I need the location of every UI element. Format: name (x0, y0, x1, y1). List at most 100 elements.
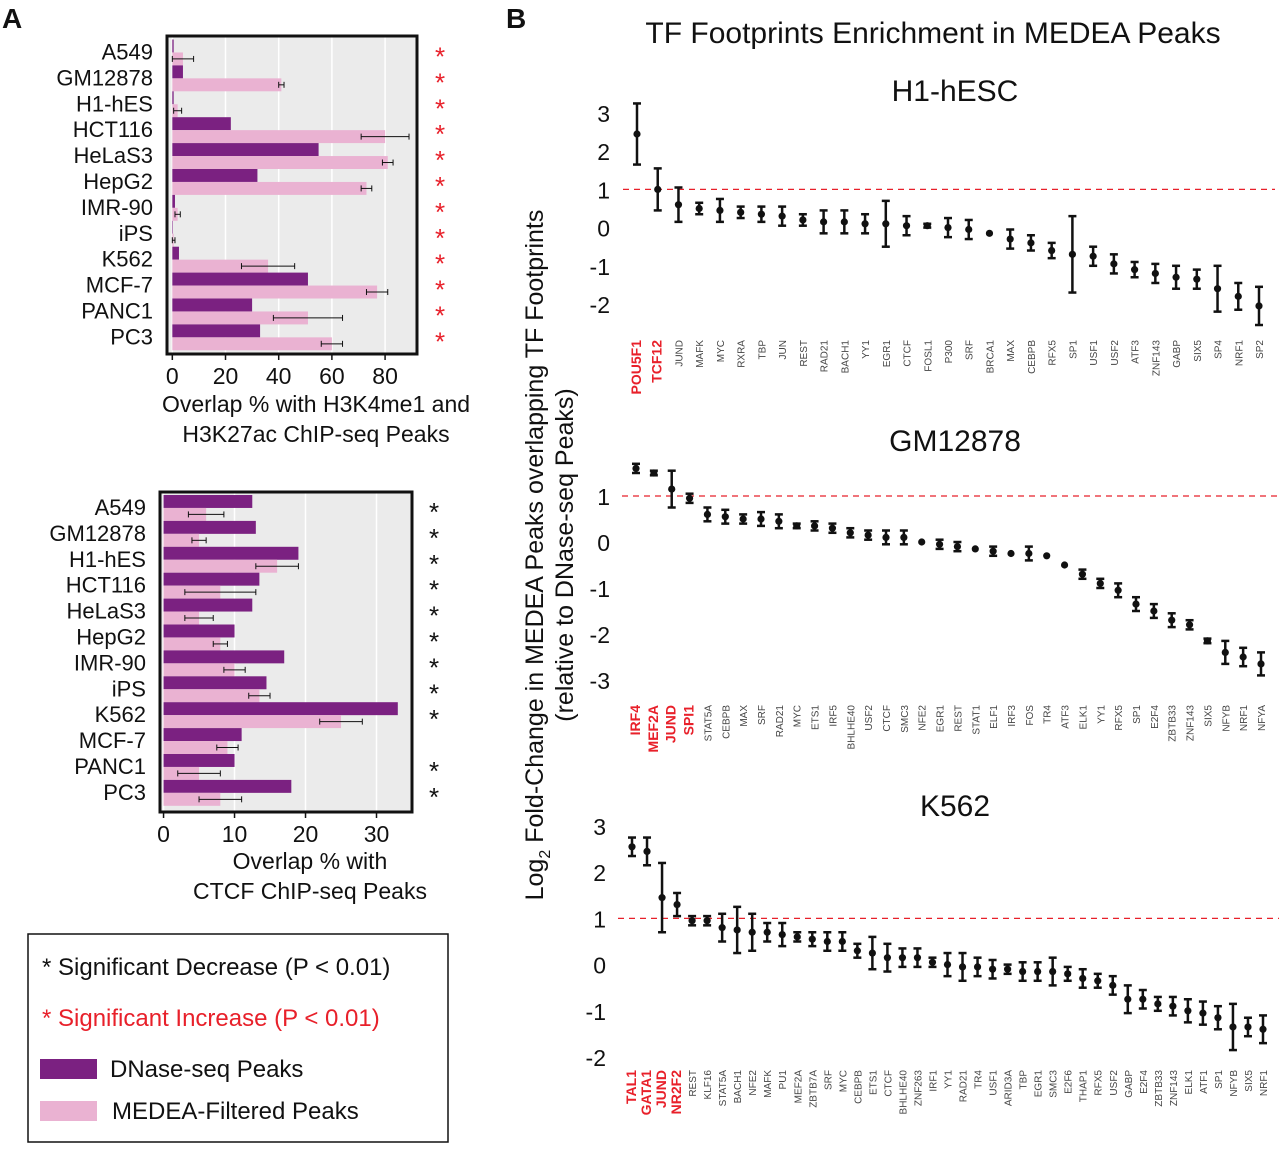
bar-dnase (172, 65, 183, 79)
data-point (650, 469, 658, 477)
category-label: PC3 (110, 324, 153, 349)
data-point (1027, 239, 1035, 247)
tf-label: BHLHE40 (846, 705, 857, 750)
tf-label: JUND (653, 1070, 669, 1108)
tf-label: CTCF (903, 340, 914, 367)
tf-label: SIX5 (1203, 705, 1214, 727)
bar-medea (172, 337, 332, 351)
tf-label: ZNF143 (1151, 340, 1162, 377)
data-point (840, 218, 848, 226)
data-point (799, 216, 807, 224)
significance-star: * (435, 275, 445, 305)
significance-star: * (429, 497, 439, 527)
data-point (1089, 252, 1097, 260)
bar-medea (163, 507, 207, 521)
x-tick-label: 60 (319, 363, 345, 389)
data-point (864, 531, 872, 539)
data-point (643, 847, 651, 856)
tf-label: ATF3 (1131, 340, 1142, 364)
data-point (1068, 250, 1076, 258)
y-tick-label: 2 (593, 860, 606, 886)
bar-medea (163, 559, 278, 573)
x-tick-label: 0 (166, 363, 179, 389)
tf-label: BRCA1 (985, 340, 996, 374)
subplot-title: GM12878 (889, 425, 1021, 458)
y-tick-label: -2 (586, 1045, 606, 1071)
tf-label: MEF2A (793, 1070, 804, 1104)
ylabel-line2: (relative to DNase-seq Peaks) (551, 388, 579, 721)
data-point (1139, 995, 1147, 1003)
category-label: iPS (112, 676, 146, 701)
tf-label: ETS1 (868, 1070, 879, 1095)
data-point (1203, 637, 1212, 645)
category-label: GM12878 (56, 65, 153, 90)
y-tick-label: -2 (590, 292, 610, 318)
tf-label: RXRA (737, 340, 748, 368)
ylabel-rest: Fold-Change in MEDEA Peaks overlapping T… (521, 210, 549, 850)
x-tick-label: 20 (213, 363, 239, 389)
tf-label: SPI1 (681, 705, 697, 736)
data-point (1257, 660, 1265, 668)
data-point (846, 529, 854, 537)
data-point (1185, 621, 1194, 629)
data-point (793, 933, 801, 941)
data-point (739, 515, 747, 523)
significance-star: * (435, 41, 445, 71)
tf-label: YY1 (944, 1070, 955, 1089)
chart-b-gm12878: GM12878 1 0 -1 -2 -3 IRF4 MEF2A JUND SPI1 STAT5A CE… (590, 425, 1277, 752)
data-point (654, 185, 662, 193)
data-point (1255, 302, 1263, 310)
data-point (1006, 235, 1014, 243)
bar-dnase (163, 728, 242, 742)
tf-label: ZBTB33 (1154, 1070, 1165, 1107)
data-point (1043, 552, 1051, 560)
significance-star: * (429, 704, 439, 734)
significance-star: * (429, 782, 439, 812)
bar-dnase (163, 546, 299, 560)
y-tick-label: 2 (597, 139, 610, 165)
data-point (1060, 561, 1069, 569)
x-axis-label: CTCF ChIP-seq Peaks (193, 878, 427, 904)
svg-text:Log2 Fold-Change in MEDEA Peak: Log2 Fold-Change in MEDEA Peaks overlapp… (521, 210, 554, 901)
significance-star: * (435, 119, 445, 149)
subplot-title: H1-hESC (892, 75, 1019, 108)
tf-label: CTCF (882, 705, 893, 732)
y-tick-label: 0 (597, 530, 610, 556)
data-point (703, 510, 712, 518)
data-point (1064, 970, 1072, 978)
data-point (1094, 977, 1102, 985)
tf-label: BACH1 (840, 340, 851, 374)
tf-label: ZNF143 (1169, 1070, 1180, 1107)
tf-label: TCF12 (649, 340, 665, 383)
bar-dnase (172, 143, 319, 157)
x-axis-label: Overlap % with (233, 848, 388, 874)
data-point (898, 954, 907, 962)
data-point (943, 961, 952, 969)
significance-star: * (435, 93, 445, 123)
tf-label: CEBPB (853, 1070, 864, 1104)
bar-dnase (163, 779, 292, 793)
category-label: K562 (95, 702, 146, 727)
data-point (923, 222, 931, 230)
tf-label: EGR1 (1034, 1070, 1045, 1098)
chart-a-bottom: A549 * GM12878 * H1-hES * HCT116 * HeLaS3 * HepG2 *… (49, 490, 439, 904)
data-point (928, 958, 937, 966)
data-point (900, 533, 908, 542)
data-point (733, 926, 741, 934)
data-point (1079, 974, 1087, 983)
data-point (810, 522, 819, 530)
x-tick-label: 40 (266, 363, 292, 389)
bar-dnase (172, 91, 174, 105)
tf-label: ATF1 (1199, 1070, 1210, 1094)
y-tick-label: -1 (590, 576, 610, 602)
category-label: H1-hES (76, 91, 153, 116)
data-point (935, 540, 944, 548)
tf-label: E2F6 (1064, 1070, 1075, 1094)
data-point (1234, 292, 1242, 300)
tf-label: GATA1 (638, 1070, 654, 1116)
tf-label: TBP (1019, 1070, 1030, 1090)
plot-frame (158, 490, 414, 814)
category-label: HCT116 (66, 573, 146, 598)
category-label: HCT116 (73, 117, 153, 142)
category-label: A549 (95, 495, 146, 520)
